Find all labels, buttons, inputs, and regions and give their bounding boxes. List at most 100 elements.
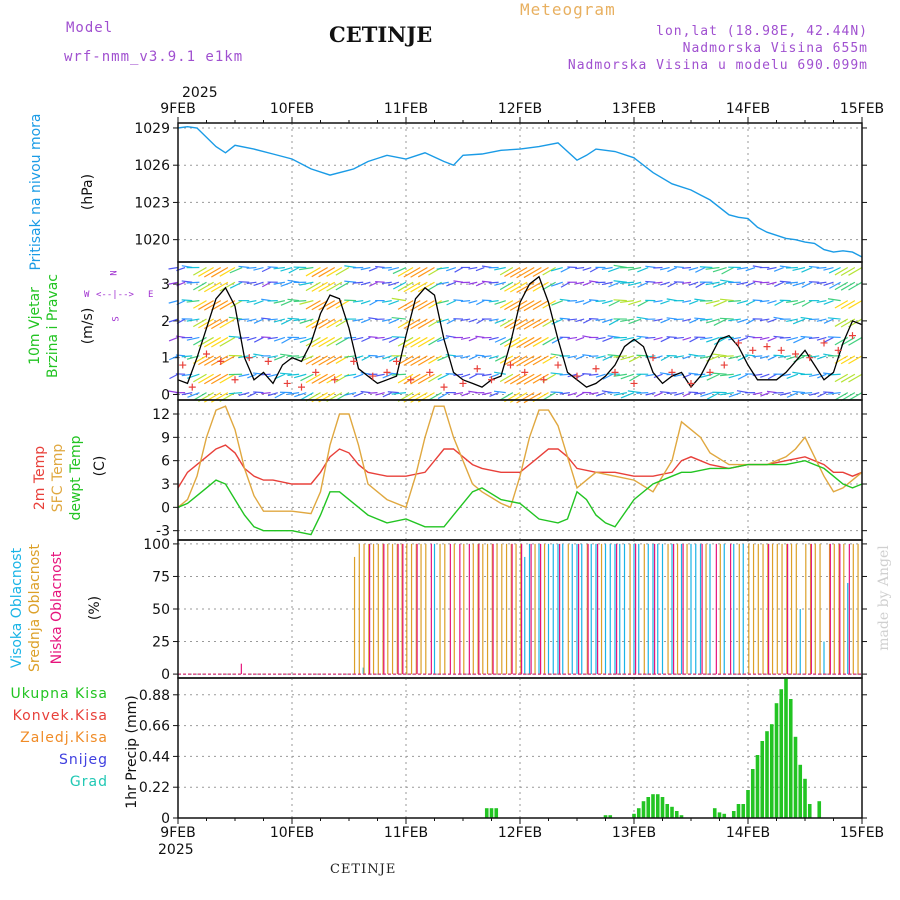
wind-barb [397, 318, 414, 329]
wind-barb [653, 281, 663, 284]
wind-barb [318, 281, 336, 293]
wind-barb [344, 373, 357, 377]
wind-barb [786, 336, 799, 342]
wind-barb [499, 355, 514, 364]
wind-barb [417, 300, 435, 311]
wind-barb [575, 355, 585, 360]
temperature-ytick-label: 0 [161, 500, 170, 516]
wind-barb [760, 373, 770, 378]
wind-barb [582, 373, 592, 375]
wind-barb [713, 300, 727, 307]
wind-barb [575, 300, 585, 304]
wind-barb [759, 318, 770, 322]
precip-bar [807, 804, 812, 818]
wind-barb [816, 281, 827, 285]
precip-bar [741, 804, 746, 818]
precip-bar [779, 689, 784, 818]
wind-barb [186, 300, 200, 303]
wind-barb [688, 372, 699, 375]
wind-barb [613, 373, 627, 377]
wind-barb [595, 318, 606, 322]
wind-barb [203, 267, 222, 278]
wind-barb [792, 266, 806, 271]
wind-barb [620, 336, 635, 342]
wind-barb [169, 373, 179, 380]
wind-barb [391, 316, 407, 320]
wind-barb [281, 336, 293, 344]
wind-barb [682, 266, 692, 269]
wind-barb [229, 281, 243, 289]
wind-barb [344, 336, 357, 339]
wind-barb [582, 354, 592, 357]
wind-barb [360, 300, 371, 305]
wind-barb [437, 392, 450, 400]
wind-barb [607, 335, 620, 339]
wind-barb [523, 281, 542, 293]
pressure-series-0 [177, 125, 863, 258]
gust-marker [440, 383, 448, 391]
wind-barb [353, 373, 364, 379]
wind-barb [840, 355, 856, 365]
wind-barb [823, 391, 834, 394]
clouds-ytick-label: 75 [152, 569, 170, 585]
wind-barb [827, 317, 841, 320]
wind-barb [219, 373, 236, 384]
wind-barb [786, 373, 799, 379]
gust-marker [763, 343, 771, 351]
wind-barb [588, 299, 599, 302]
wind-barb [344, 355, 357, 358]
wind-barb [344, 265, 357, 269]
precip-bar [641, 801, 646, 818]
altitude-label: Nadmorska Visina 655m [682, 41, 868, 56]
xtick-label-top: 12FEB [498, 101, 542, 117]
precip-bar [646, 797, 651, 818]
gust-marker [820, 339, 828, 347]
wind-barb [481, 355, 492, 358]
wind-barb [673, 336, 684, 340]
wind-barb [550, 266, 563, 272]
wind-barb [595, 355, 606, 359]
gust-marker [459, 379, 467, 387]
wind-barb [460, 300, 471, 303]
wind-barb [238, 265, 250, 269]
wind-barb [168, 318, 179, 323]
wind-barb [403, 267, 421, 278]
wind-barb [410, 281, 428, 293]
wind-barb [523, 267, 542, 279]
wind-barb [786, 392, 799, 398]
wind-barb [410, 318, 428, 330]
wind-barb [613, 355, 627, 358]
wind-barb [499, 373, 514, 383]
wind-barb [453, 280, 464, 283]
wind-barb [253, 391, 264, 394]
wind-barb [560, 266, 571, 273]
wind-barb [620, 318, 635, 323]
wind-barb [516, 336, 535, 349]
wind-barb [808, 318, 820, 321]
legend-konvek: Konvek.Kisa [12, 708, 108, 724]
temperature-panel [173, 399, 867, 541]
gust-marker [245, 354, 253, 362]
precip-bar [603, 815, 608, 818]
wind-barb [653, 392, 663, 397]
wind-barb [809, 392, 820, 396]
wind-barb [211, 373, 229, 385]
wind-barb [253, 281, 264, 287]
wind-barb [326, 355, 343, 366]
wind-barb [311, 373, 328, 384]
wind-barb [719, 298, 734, 302]
gust-marker [806, 354, 814, 362]
wind-barb [481, 280, 492, 283]
wind-barb [694, 392, 706, 395]
wind-barb [397, 267, 414, 277]
wind-barb [767, 373, 777, 380]
wind-barb [767, 281, 777, 286]
wind-barb [645, 280, 656, 283]
wind-barb [410, 373, 428, 385]
xtick-label-bottom: 12FEB [498, 825, 542, 841]
wind-barb [369, 300, 378, 306]
wind-barb [382, 373, 392, 379]
wind-barb [353, 355, 364, 360]
precip-bar [765, 731, 769, 818]
wind-barb [736, 281, 749, 286]
